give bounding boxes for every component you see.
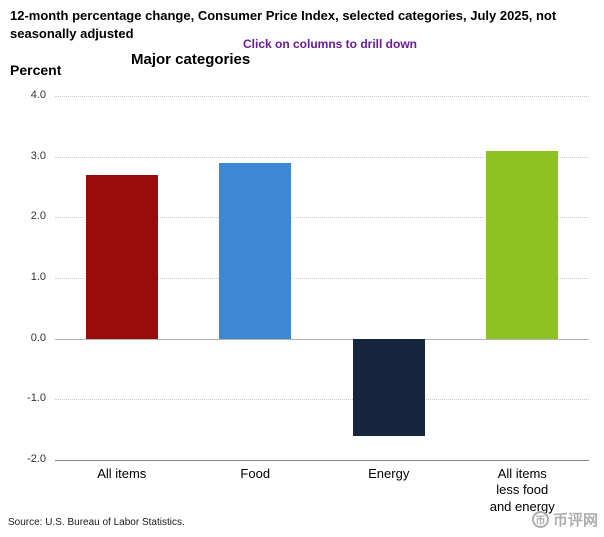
x-axis-label-all-items: All items: [97, 466, 147, 481]
gridline: [55, 96, 589, 97]
plot-area: [55, 96, 589, 461]
y-tick-label: 1.0: [30, 271, 46, 283]
bar-all-items-less-food-and-energy[interactable]: [486, 150, 559, 339]
x-axis-label-food: Food: [240, 466, 271, 481]
watermark-text: 币评网: [552, 512, 598, 529]
gridline: [55, 278, 589, 279]
gridline: [55, 156, 589, 158]
zero-line: [55, 338, 589, 340]
x-axis-label-energy: Energy: [368, 466, 410, 481]
bar-energy[interactable]: [352, 338, 425, 436]
chart-title: Major categories: [131, 51, 251, 68]
y-tick-label: 3.0: [30, 149, 46, 162]
gridline: [55, 217, 589, 219]
y-tick-label: 2.0: [30, 210, 46, 223]
y-tick-label: -2.0: [27, 453, 46, 465]
x-axis-label-all-items-less-food-and-energy: All items less food and energy: [489, 466, 555, 514]
bar-all-items[interactable]: [85, 174, 158, 339]
watermark-logo-icon: 币: [531, 511, 549, 528]
y-tick-label: -1.0: [27, 392, 46, 405]
source-note: Source: U.S. Bureau of Labor Statistics.: [8, 517, 185, 528]
watermark: 币 币评网: [531, 509, 598, 530]
gridline: [55, 399, 589, 401]
drill-down-hint: Click on columns to drill down: [243, 37, 418, 51]
page-title: 12-month percentage change, Consumer Pri…: [10, 8, 557, 42]
bar-food[interactable]: [219, 162, 292, 339]
y-axis-title: Percent: [10, 62, 62, 78]
y-tick-label: 0.0: [30, 331, 46, 344]
y-axis-ticks: 4.0 3.0 2.0 1.0 0.0 -1.0 -2.0: [0, 89, 48, 465]
y-tick-label: 4.0: [30, 89, 46, 101]
